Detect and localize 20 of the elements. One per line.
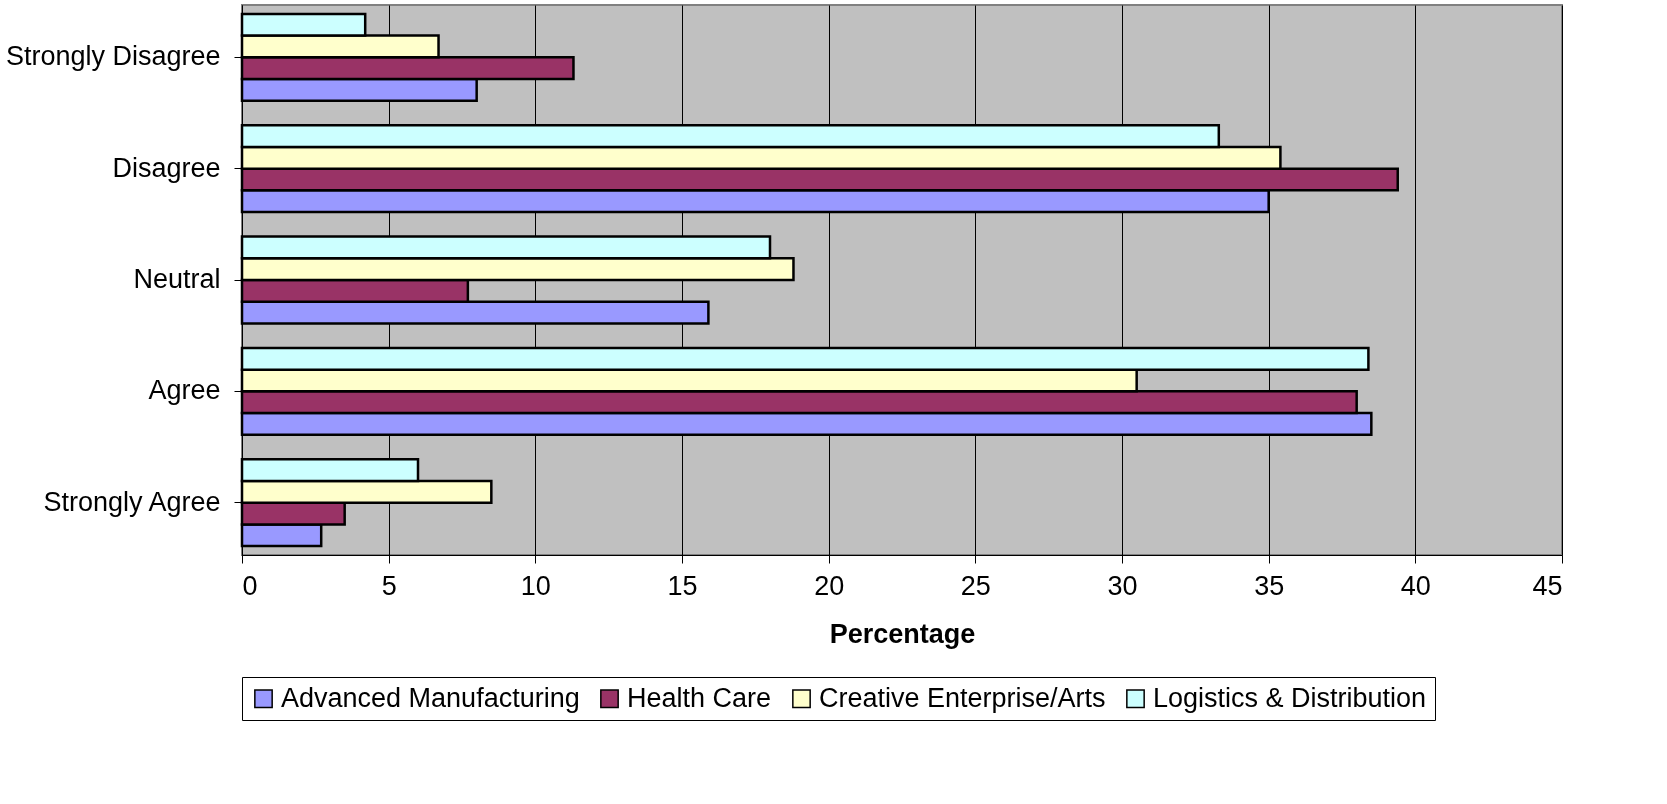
x-tick-label: 40 — [1400, 570, 1431, 601]
x-tick-label: 15 — [667, 570, 698, 601]
x-axis-title: Percentage — [829, 618, 976, 649]
y-tick-label: Strongly Disagree — [5, 41, 221, 72]
y-tick-label: Strongly Agree — [43, 486, 221, 517]
x-tick-label: 45 — [1532, 570, 1563, 601]
x-tick-label: 0 — [242, 570, 258, 601]
y-tick-label: Neutral — [133, 264, 221, 294]
x-tick-label: 5 — [381, 570, 397, 601]
y-tick-label: Agree — [148, 375, 221, 406]
x-tick-label: 30 — [1107, 570, 1138, 601]
legend-label: Health Care — [627, 682, 772, 713]
legend-label: Creative Enterprise/Arts — [819, 682, 1106, 713]
x-tick-label: 35 — [1254, 570, 1285, 601]
legend-label: Logistics & Distribution — [1153, 682, 1427, 713]
x-tick-label: 25 — [960, 570, 991, 601]
x-tick-label: 20 — [814, 570, 845, 601]
legend-label: Advanced Manufacturing — [281, 682, 580, 713]
x-tick-label: 10 — [520, 570, 551, 601]
y-tick-label: Disagree — [112, 152, 221, 183]
